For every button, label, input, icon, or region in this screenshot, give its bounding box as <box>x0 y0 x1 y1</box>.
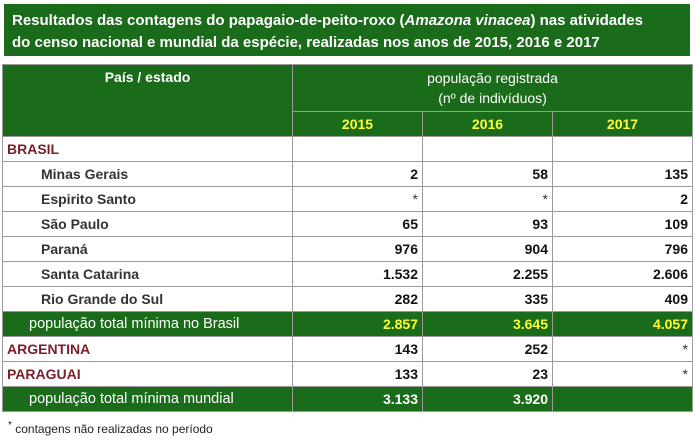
cell-value: * <box>552 361 693 387</box>
table-row: PARAGUAI 133 23 * <box>2 361 693 387</box>
title-species: Amazona vinacea <box>404 12 531 29</box>
country-brasil: BRASIL <box>2 136 293 162</box>
header-pop-line-2: (nº de indivíduos) <box>438 90 547 106</box>
table-row: Paraná 976 904 796 <box>2 236 693 262</box>
year-2015-cell: 2015 <box>292 111 423 137</box>
country-paraguai: PARAGUAI <box>2 361 293 387</box>
state-label: Minas Gerais <box>2 161 293 187</box>
title-suffix: ) nas atividades <box>530 12 643 29</box>
cell-value: 65 <box>292 211 423 237</box>
cell-value: 58 <box>422 161 553 187</box>
table-row: Minas Gerais 2 58 135 <box>2 161 693 187</box>
cell-value: 2.606 <box>552 261 693 287</box>
state-label: Santa Catarina <box>2 261 293 287</box>
cell-value: 23 <box>422 361 553 387</box>
year-2017-cell: 2017 <box>552 111 693 137</box>
cell-value: * <box>552 336 693 362</box>
cell-value: 135 <box>552 161 693 187</box>
title-line-1: Resultados das contagens do papagaio-de-… <box>12 10 682 32</box>
cell-value: 2 <box>552 186 693 212</box>
state-label: Espirito Santo <box>2 186 293 212</box>
year-2016-cell: 2016 <box>422 111 553 137</box>
header-population: população registrada (nº de indivíduos) <box>292 64 693 112</box>
year-header-row: 2015 2016 2017 <box>3 111 693 137</box>
cell-value: 143 <box>292 336 423 362</box>
total-value: 3.920 <box>422 386 553 412</box>
total-value: 2.857 <box>292 311 423 337</box>
cell-value: 904 <box>422 236 553 262</box>
cell-value: * <box>292 186 423 212</box>
total-value: 4.057 <box>552 311 693 337</box>
table-title: Resultados das contagens do papagaio-de-… <box>2 2 692 58</box>
state-label: Rio Grande do Sul <box>2 286 293 312</box>
cell-value: 335 <box>422 286 553 312</box>
table-row: BRASIL <box>2 136 693 162</box>
census-table: País / estado população registrada (nº d… <box>2 64 693 412</box>
cell-value: 252 <box>422 336 553 362</box>
table-row: ARGENTINA 143 252 * <box>2 336 693 362</box>
table-row: Espirito Santo * * 2 <box>2 186 693 212</box>
footnote-mark: * <box>8 420 12 431</box>
footnote: * contagens não realizadas no período <box>8 420 213 436</box>
footnote-text: contagens não realizadas no período <box>11 422 213 436</box>
header-pop-line-1: população registrada <box>427 70 558 86</box>
cell-value: 109 <box>552 211 693 237</box>
state-label: Paraná <box>2 236 293 262</box>
total-label: população total mínima mundial <box>2 386 293 412</box>
cell-value: 133 <box>292 361 423 387</box>
cell-value: * <box>422 186 553 212</box>
cell-empty <box>422 136 553 162</box>
cell-value: 282 <box>292 286 423 312</box>
table-row: São Paulo 65 93 109 <box>2 211 693 237</box>
title-prefix: Resultados das contagens do papagaio-de-… <box>12 12 405 29</box>
country-argentina: ARGENTINA <box>2 336 293 362</box>
total-brasil-row: população total mínima no Brasil 2.857 3… <box>2 311 693 337</box>
cell-value: 976 <box>292 236 423 262</box>
cell-value: 93 <box>422 211 553 237</box>
cell-value: 2.255 <box>422 261 553 287</box>
cell-empty <box>292 136 423 162</box>
cell-empty <box>552 136 693 162</box>
cell-value: 1.532 <box>292 261 423 287</box>
total-value <box>552 386 693 412</box>
header-row: País / estado população registrada (nº d… <box>2 64 693 137</box>
state-label: São Paulo <box>2 211 293 237</box>
total-value: 3.645 <box>422 311 553 337</box>
table-row: Rio Grande do Sul 282 335 409 <box>2 286 693 312</box>
cell-value: 2 <box>292 161 423 187</box>
cell-value: 796 <box>552 236 693 262</box>
title-line-2: do censo nacional e mundial da espécie, … <box>12 34 600 51</box>
total-mundial-row: população total mínima mundial 3.133 3.9… <box>2 386 693 412</box>
cell-value: 409 <box>552 286 693 312</box>
header-country-state: País / estado <box>2 64 293 137</box>
total-value: 3.133 <box>292 386 423 412</box>
table-row: Santa Catarina 1.532 2.255 2.606 <box>2 261 693 287</box>
total-label: população total mínima no Brasil <box>2 311 293 337</box>
